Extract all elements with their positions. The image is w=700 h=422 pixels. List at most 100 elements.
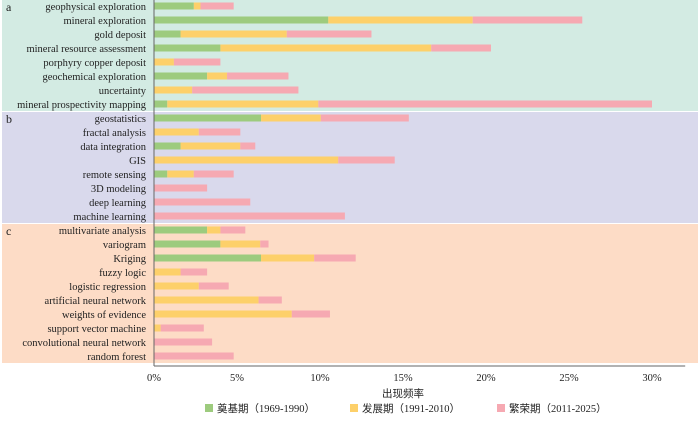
bar-segment-1	[154, 142, 181, 150]
group-panel-c	[2, 224, 698, 363]
bar-segment-1	[154, 240, 221, 248]
bar-segment-3	[472, 16, 583, 24]
legend-swatch	[205, 404, 213, 412]
bar-segment-1	[154, 16, 329, 24]
bar-segment-1	[154, 30, 181, 38]
bar-segment-2	[207, 226, 221, 234]
legend-label: 奠基期（1969-1990）	[217, 402, 315, 415]
bar-segment-3	[160, 324, 204, 332]
bar-segment-3	[431, 44, 491, 52]
legend-label: 繁荣期（2011-2025）	[509, 402, 607, 415]
bar-segment-1	[154, 226, 208, 234]
row-label: convolutional neural network	[22, 338, 146, 349]
row-label: mineral resource assessment	[26, 44, 146, 55]
bar-segment-2	[154, 58, 174, 66]
legend-label: 发展期（1991-2010）	[362, 402, 460, 415]
row-label: geostatistics	[95, 114, 146, 125]
bar-segment-3	[193, 170, 234, 178]
row-label: mineral exploration	[63, 16, 146, 27]
bar-segment-2	[154, 268, 181, 276]
bar-segment-3	[240, 142, 256, 150]
row-label: Kriging	[113, 254, 146, 265]
row-label: variogram	[103, 240, 146, 251]
row-label: fuzzy logic	[99, 268, 146, 279]
bar-segment-1	[154, 100, 168, 108]
bar-segment-3	[198, 128, 241, 136]
bar-segment-3	[192, 86, 299, 94]
bar-segment-1	[154, 170, 168, 178]
bar-segment-2	[220, 240, 261, 248]
row-label: weights of evidence	[62, 310, 146, 321]
row-label: support vector machine	[47, 324, 146, 335]
bar-segment-3	[291, 310, 330, 318]
bar-segment-2	[167, 100, 319, 108]
bar-segment-3	[338, 156, 395, 164]
row-label: mineral prospectivity mapping	[17, 100, 147, 111]
row-label: 3D modeling	[91, 184, 147, 195]
bar-segment-3	[200, 2, 234, 10]
group-label: a	[6, 0, 12, 14]
row-label: uncertainty	[99, 86, 147, 97]
bar-segment-3	[180, 268, 208, 276]
group-label: b	[6, 112, 12, 126]
bar-segment-3	[314, 254, 356, 262]
row-label: logistic regression	[69, 282, 146, 293]
bar-segment-3	[320, 114, 409, 122]
group-label: c	[6, 224, 11, 238]
x-tick-label: 5%	[230, 373, 244, 384]
bar-segment-3	[227, 72, 289, 80]
bar-segment-2	[180, 30, 287, 38]
x-tick-label: 15%	[393, 373, 413, 384]
row-label: GIS	[129, 156, 146, 167]
bar-segment-2	[261, 254, 315, 262]
bar-segment-3	[154, 212, 345, 220]
legend-swatch	[350, 404, 358, 412]
bar-segment-1	[154, 114, 262, 122]
bar-segment-2	[154, 324, 161, 332]
row-label: fractal analysis	[83, 128, 146, 139]
bar-segment-2	[154, 128, 199, 136]
bar-segment-2	[180, 142, 241, 150]
bar-segment-2	[154, 282, 199, 290]
bar-segment-2	[207, 72, 228, 80]
bar-segment-3	[220, 226, 246, 234]
bar-segment-3	[173, 58, 221, 66]
bar-segment-3	[198, 282, 229, 290]
bar-segment-3	[154, 184, 208, 192]
bar-segment-2	[154, 156, 339, 164]
bar-segment-1	[154, 254, 262, 262]
row-label: multivariate analysis	[59, 226, 146, 237]
bar-segment-2	[154, 310, 292, 318]
row-label: geophysical exploration	[45, 2, 146, 13]
row-label: gold deposit	[94, 30, 146, 41]
x-tick-label: 20%	[476, 373, 496, 384]
bar-segment-1	[154, 72, 208, 80]
x-tick-label: 0%	[147, 373, 161, 384]
row-label: data integration	[80, 142, 146, 153]
bar-segment-2	[193, 2, 201, 10]
row-label: porphyry copper deposit	[43, 58, 146, 69]
x-tick-label: 25%	[559, 373, 579, 384]
bar-segment-3	[258, 296, 282, 304]
bar-segment-1	[154, 44, 221, 52]
x-axis-title: 出现频率	[382, 387, 424, 400]
x-tick-label: 30%	[642, 373, 662, 384]
bar-segment-3	[286, 30, 372, 38]
bar-segment-3	[154, 352, 234, 360]
row-label: remote sensing	[83, 170, 147, 181]
row-label: geochemical exploration	[43, 72, 147, 83]
bar-segment-2	[154, 86, 193, 94]
row-label: artificial neural network	[45, 296, 147, 307]
bar-segment-1	[154, 2, 194, 10]
bar-segment-3	[260, 240, 269, 248]
bar-segment-2	[261, 114, 321, 122]
row-label: random forest	[87, 352, 146, 363]
legend-swatch	[497, 404, 505, 412]
row-label: deep learning	[89, 198, 147, 209]
bar-segment-3	[154, 198, 251, 206]
bar-segment-3	[154, 338, 213, 346]
row-label: machine learning	[73, 212, 146, 223]
bar-segment-2	[328, 16, 473, 24]
bar-segment-2	[154, 296, 259, 304]
